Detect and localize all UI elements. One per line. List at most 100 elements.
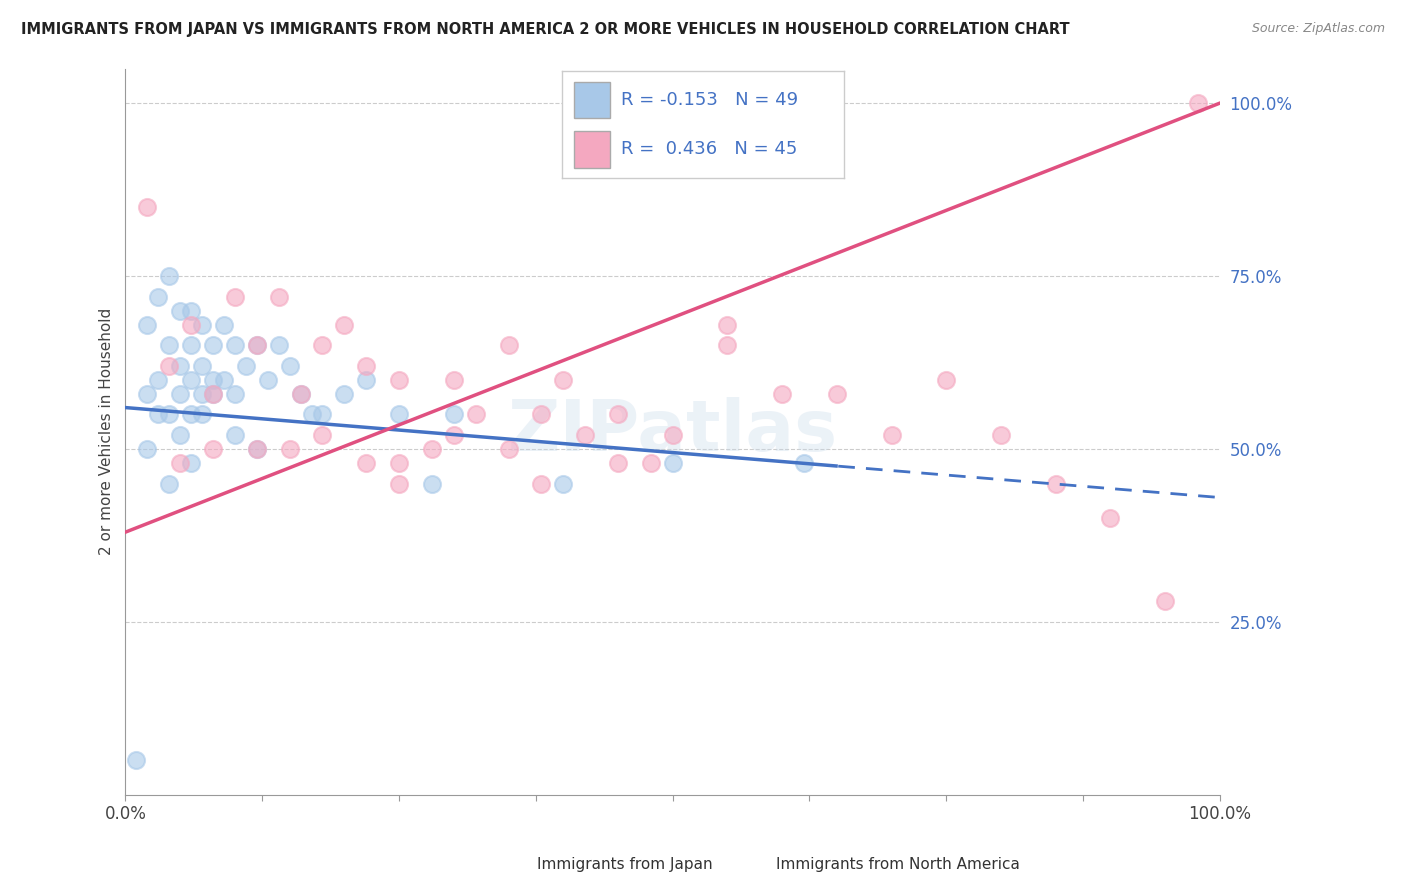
Point	[553, 373, 575, 387]
Point	[246, 442, 269, 456]
Point	[157, 269, 180, 284]
Point	[191, 318, 214, 332]
Text: Immigrants from Japan: Immigrants from Japan	[537, 857, 713, 871]
Point	[180, 318, 202, 332]
Point	[148, 408, 170, 422]
Text: R =  0.436   N = 45: R = 0.436 N = 45	[621, 141, 797, 159]
Point	[180, 338, 202, 352]
Point	[157, 359, 180, 373]
Point	[224, 386, 246, 401]
Point	[169, 428, 191, 442]
Point	[136, 200, 159, 214]
Point	[169, 303, 191, 318]
Point	[607, 408, 630, 422]
Point	[180, 373, 202, 387]
Point	[267, 338, 290, 352]
Point	[388, 476, 411, 491]
Point	[278, 359, 301, 373]
Point	[180, 408, 202, 422]
Point	[191, 408, 214, 422]
Point	[640, 456, 662, 470]
Point	[311, 408, 333, 422]
Point	[246, 338, 269, 352]
Point	[333, 386, 356, 401]
Point	[770, 386, 793, 401]
Point	[224, 338, 246, 352]
Point	[290, 386, 312, 401]
Point	[530, 476, 553, 491]
Point	[202, 386, 225, 401]
FancyBboxPatch shape	[574, 82, 610, 119]
Point	[311, 428, 333, 442]
Point	[420, 442, 443, 456]
Point	[464, 408, 486, 422]
Point	[443, 408, 465, 422]
Point	[716, 338, 738, 352]
Point	[498, 442, 520, 456]
Point	[180, 303, 202, 318]
Point	[301, 408, 323, 422]
Point	[136, 386, 159, 401]
Point	[935, 373, 957, 387]
Point	[607, 456, 630, 470]
Point	[202, 373, 225, 387]
Point	[388, 408, 411, 422]
Point	[1187, 96, 1209, 111]
Y-axis label: 2 or more Vehicles in Household: 2 or more Vehicles in Household	[100, 308, 114, 556]
Point	[574, 428, 596, 442]
Point	[180, 456, 202, 470]
Text: IMMIGRANTS FROM JAPAN VS IMMIGRANTS FROM NORTH AMERICA 2 OR MORE VEHICLES IN HOU: IMMIGRANTS FROM JAPAN VS IMMIGRANTS FROM…	[21, 22, 1070, 37]
Point	[191, 386, 214, 401]
Text: Source: ZipAtlas.com: Source: ZipAtlas.com	[1251, 22, 1385, 36]
Text: ZIPatlas: ZIPatlas	[508, 397, 838, 467]
Point	[278, 442, 301, 456]
Point	[246, 338, 269, 352]
Point	[354, 373, 377, 387]
Point	[136, 442, 159, 456]
Point	[716, 318, 738, 332]
Point	[553, 476, 575, 491]
Point	[246, 442, 269, 456]
Point	[793, 456, 815, 470]
Point	[1099, 511, 1122, 525]
Point	[661, 456, 683, 470]
Point	[311, 338, 333, 352]
Point	[388, 373, 411, 387]
Text: Immigrants from North America: Immigrants from North America	[776, 857, 1019, 871]
Point	[388, 456, 411, 470]
Point	[290, 386, 312, 401]
Point	[202, 442, 225, 456]
Point	[443, 428, 465, 442]
FancyBboxPatch shape	[574, 131, 610, 168]
Point	[498, 338, 520, 352]
Point	[125, 754, 148, 768]
Point	[443, 373, 465, 387]
Point	[267, 290, 290, 304]
Point	[530, 408, 553, 422]
Point	[224, 428, 246, 442]
Point	[202, 386, 225, 401]
Point	[825, 386, 848, 401]
Point	[1154, 594, 1177, 608]
Point	[191, 359, 214, 373]
Point	[256, 373, 278, 387]
Point	[880, 428, 903, 442]
Point	[212, 318, 235, 332]
Point	[333, 318, 356, 332]
Point	[235, 359, 257, 373]
Point	[990, 428, 1012, 442]
Point	[157, 408, 180, 422]
Point	[354, 359, 377, 373]
Point	[212, 373, 235, 387]
Text: R = -0.153   N = 49: R = -0.153 N = 49	[621, 91, 799, 109]
Point	[148, 290, 170, 304]
Point	[224, 290, 246, 304]
Point	[354, 456, 377, 470]
Point	[202, 338, 225, 352]
Point	[136, 318, 159, 332]
Point	[169, 359, 191, 373]
Point	[1045, 476, 1067, 491]
Point	[420, 476, 443, 491]
Point	[169, 386, 191, 401]
Point	[148, 373, 170, 387]
